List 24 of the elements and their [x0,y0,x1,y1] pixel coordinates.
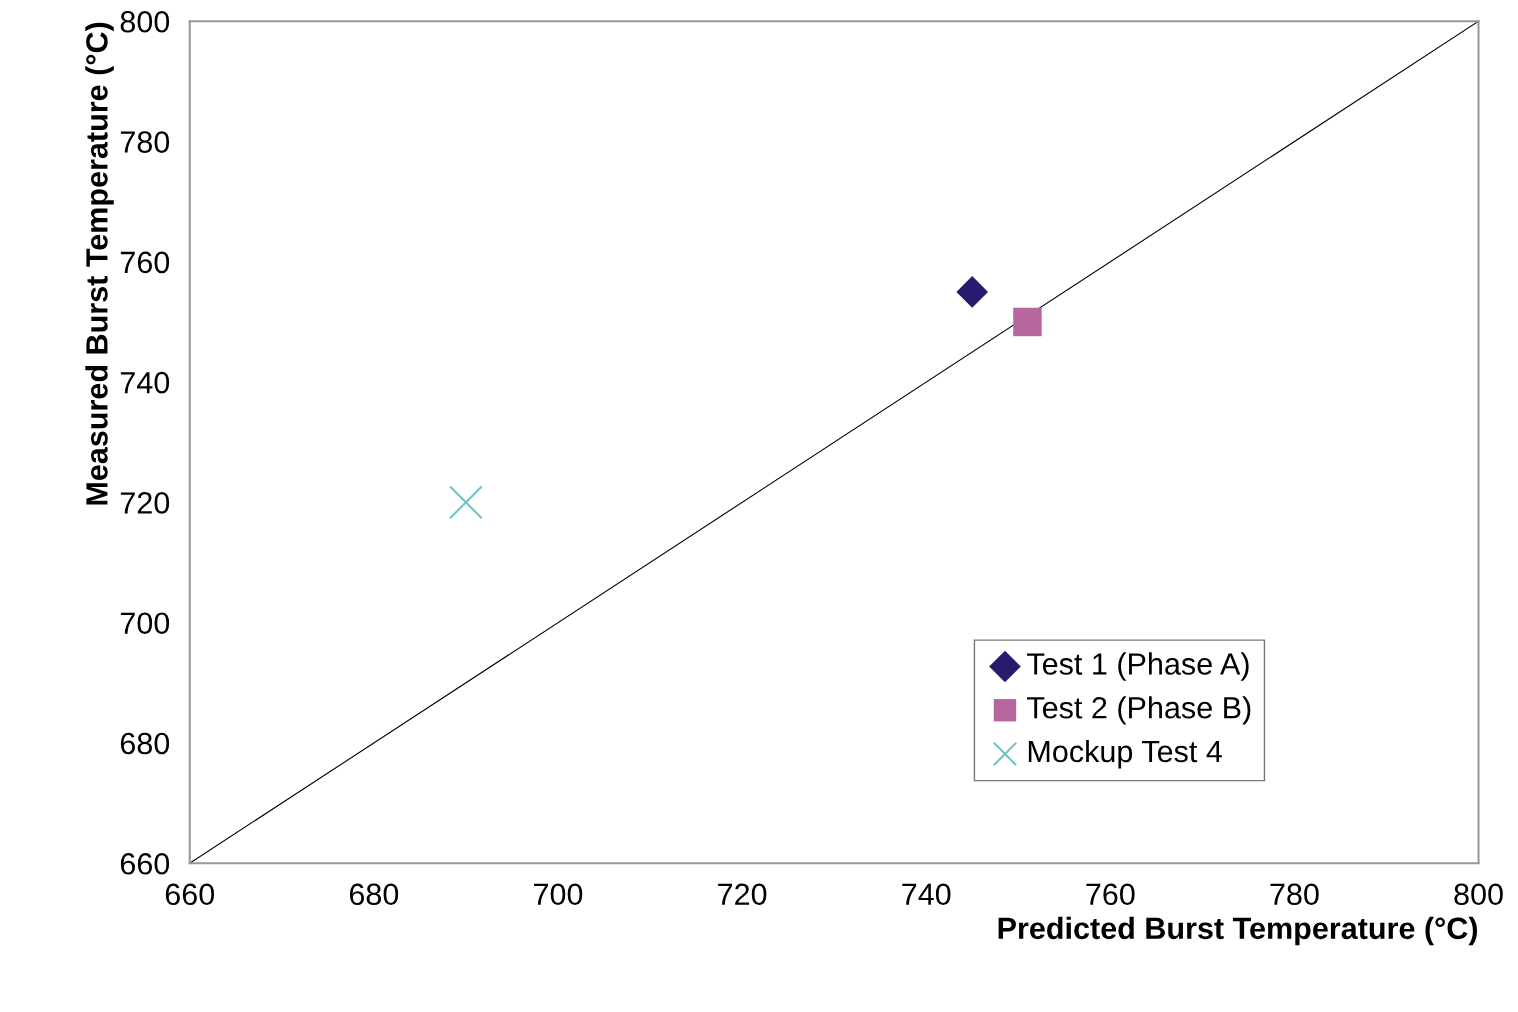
x-tick-label: 660 [165,883,215,906]
y-tick-label: 700 [120,612,170,635]
y-axis-title: Measured Burst Temperature (°C) [85,22,114,505]
y-tick-label: 680 [120,732,170,755]
x-tick-label: 680 [349,883,399,906]
point [956,276,989,308]
y-tick-label: 780 [120,131,170,153]
x-tick-label: 740 [902,883,951,906]
x-tick-label: 720 [718,883,767,906]
x-tick-label: 700 [534,883,583,906]
x-tick-label: 760 [1086,883,1135,906]
y-tick-label: 760 [120,251,170,274]
legend-label: Test 2 (Phase B) [1027,696,1251,725]
x-axis-title: Predicted Burst Temperature (°C) [998,916,1478,946]
legend-label: Mockup Test 4 [1028,739,1222,769]
legend-label: Test 1 (Phase A) [1027,652,1249,681]
y-tick-label: 800 [120,10,170,33]
point [449,485,483,520]
x-tick-label: 800 [1454,883,1503,906]
y-tick-label: 720 [120,492,170,514]
point [1013,307,1042,337]
y-tick-label: 740 [120,371,170,394]
y-tick-label: 660 [120,852,170,875]
x-tick-label: 780 [1270,883,1319,906]
